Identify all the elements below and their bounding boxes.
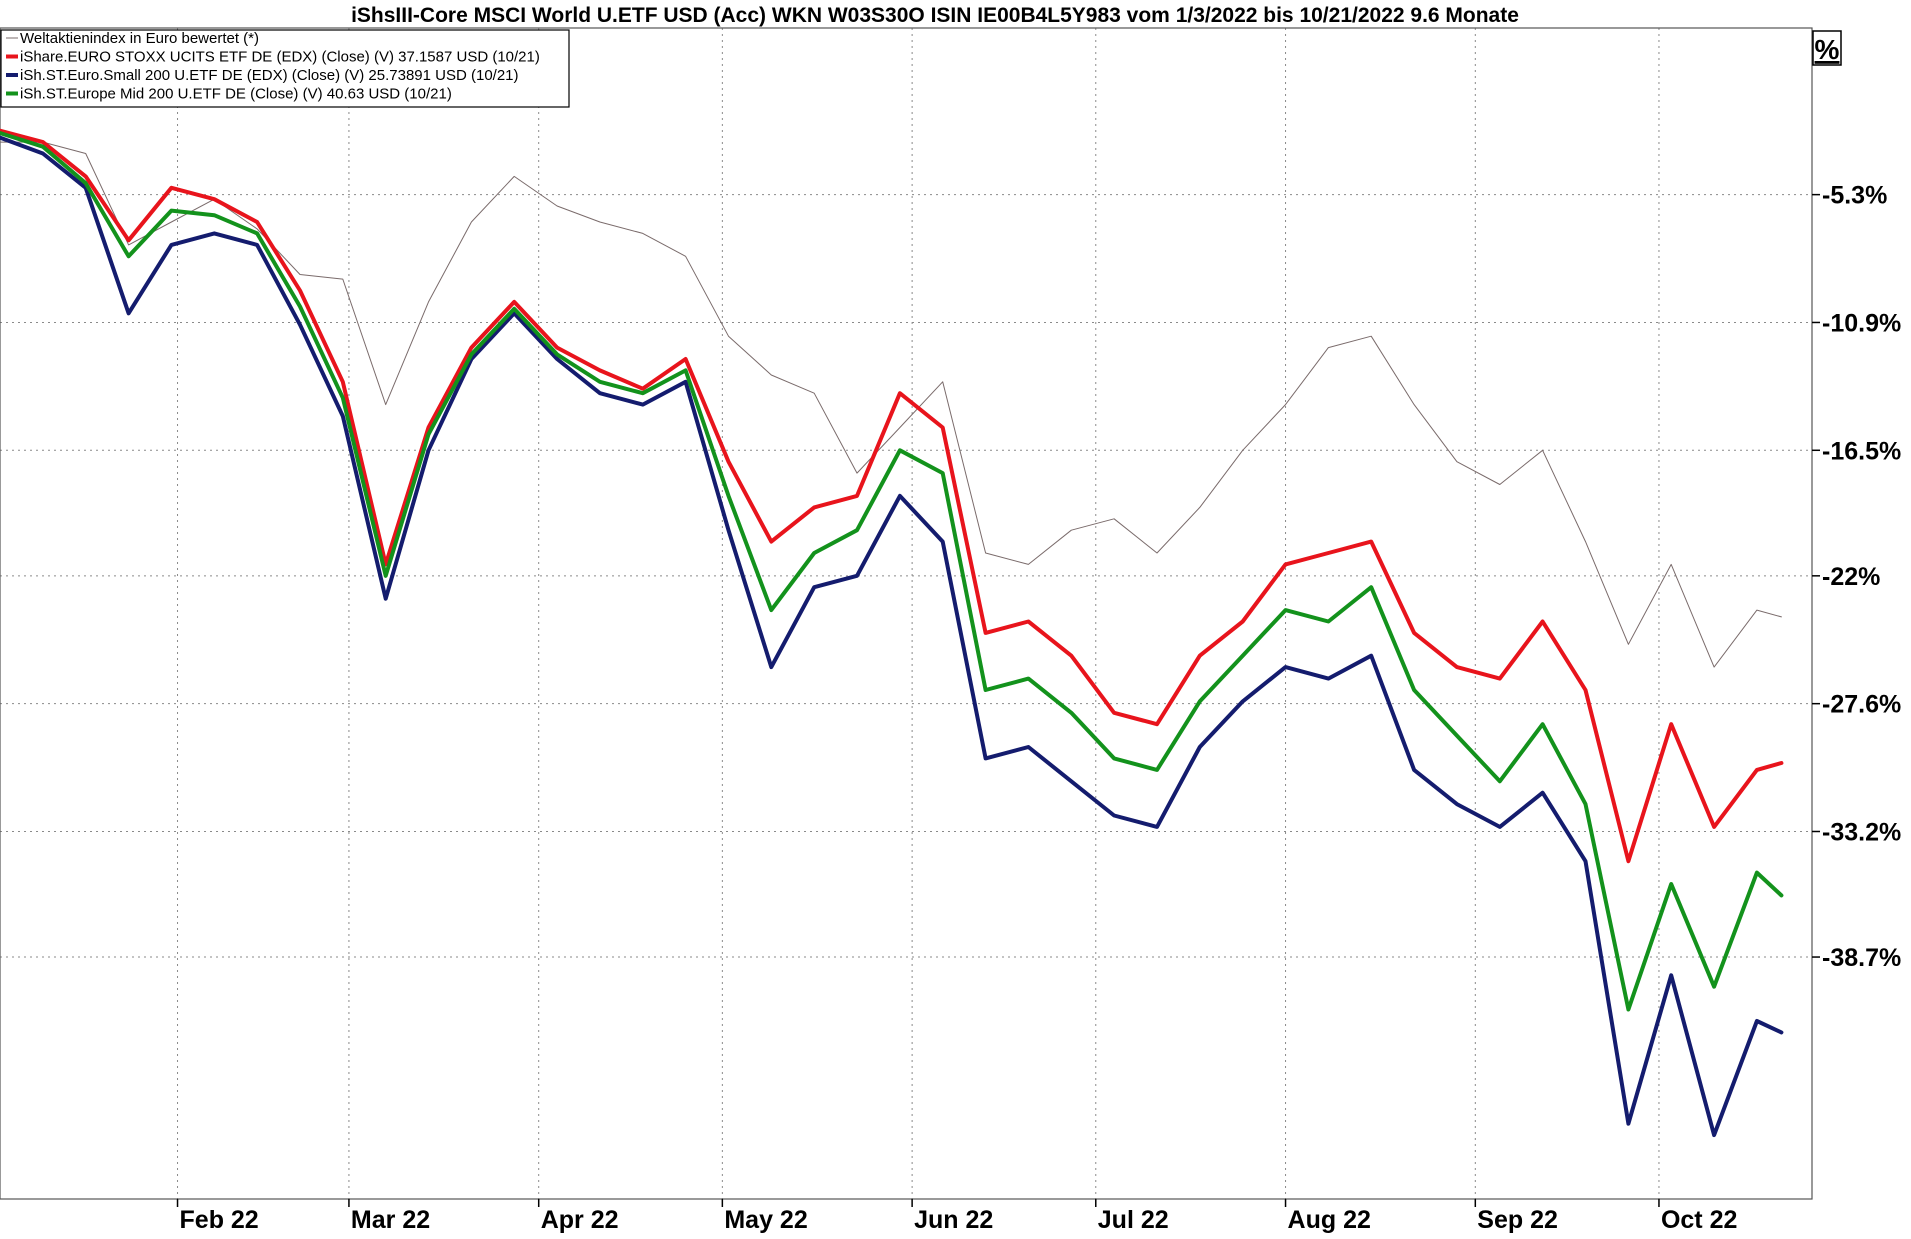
y-axis: -5.3% -10.9% -16.5% -22% -27.6% -33.2% -38.7% bbox=[1812, 182, 1901, 972]
series-line-1 bbox=[0, 128, 1784, 864]
x-tick-label: Feb 22 bbox=[180, 1206, 259, 1234]
series-line-0 bbox=[0, 141, 1782, 668]
percent-toggle-frame bbox=[1812, 30, 1842, 66]
series-line-3 bbox=[0, 131, 1784, 1012]
y-tick-label: -16.5% bbox=[1822, 437, 1901, 465]
legend: Weltaktienindex in Euro bewertet (*) iSha… bbox=[0, 29, 570, 108]
x-axis: Feb 22 Mar 22 Apr 22 May 22 Jun 22 Jul 22 Aug … bbox=[176, 1199, 1737, 1234]
x-tick-label: Apr 22 bbox=[541, 1206, 619, 1234]
x-tick-label: Oct 22 bbox=[1661, 1206, 1737, 1234]
y-tick-label: -10.9% bbox=[1822, 309, 1901, 337]
y-tick-label: -38.7% bbox=[1822, 944, 1901, 972]
series-layer bbox=[0, 128, 1784, 1138]
chart-title: iShsIII-Core MSCI World U.ETF USD (Acc) … bbox=[351, 4, 1519, 27]
percent-toggle-label: % bbox=[1815, 34, 1840, 65]
x-tick-label: May 22 bbox=[724, 1206, 807, 1234]
x-tick-label: Sep 22 bbox=[1477, 1206, 1558, 1234]
legend-entry-0: Weltaktienindex in Euro bewertet (*) bbox=[20, 30, 259, 47]
series-line-2 bbox=[0, 135, 1784, 1138]
legend-entry-1: iShare.EURO STOXX UCITS ETF DE (EDX) (Cl… bbox=[20, 49, 540, 66]
legend-entry-3: iSh.ST.Europe Mid 200 U.ETF DE (Close) (… bbox=[20, 86, 452, 103]
y-tick-label: -5.3% bbox=[1822, 182, 1887, 210]
y-tick-label: -33.2% bbox=[1822, 818, 1901, 846]
grid-layer bbox=[0, 28, 1812, 1199]
x-tick-label: Mar 22 bbox=[351, 1206, 430, 1234]
legend-frame bbox=[0, 29, 570, 108]
y-tick-label: -27.6% bbox=[1822, 691, 1901, 719]
x-tick-label: Aug 22 bbox=[1288, 1206, 1371, 1234]
y-tick-label: -22% bbox=[1822, 563, 1880, 591]
x-tick-label: Jun 22 bbox=[914, 1206, 993, 1234]
plot-frame bbox=[0, 27, 1813, 1200]
x-tick-label: Jul 22 bbox=[1098, 1206, 1169, 1234]
legend-entry-2: iSh.ST.Euro.Small 200 U.ETF DE (EDX) (Cl… bbox=[20, 67, 519, 84]
percent-toggle[interactable]: % bbox=[1812, 30, 1842, 66]
